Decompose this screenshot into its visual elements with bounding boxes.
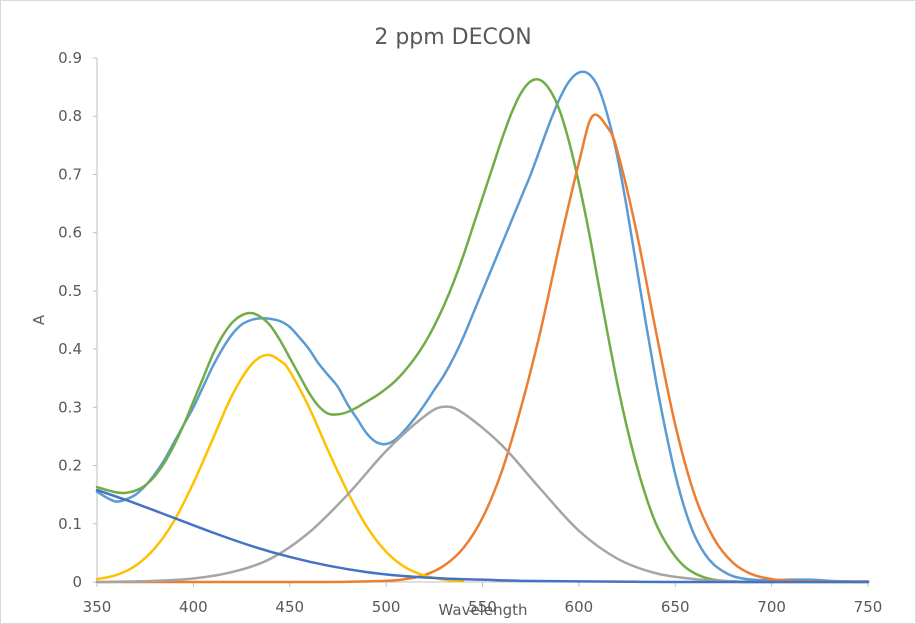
- chart-title: 2 ppm DECON: [374, 25, 531, 50]
- y-tick-label: 0.5: [58, 282, 82, 300]
- x-tick-label: 350: [83, 598, 112, 616]
- y-axis-label: A: [30, 314, 48, 325]
- y-tick-label: 0.7: [58, 165, 82, 183]
- series-line-1: [95, 78, 870, 584]
- axes: 0 0.1 0.2 0.3 0.4 0.5 0.6 0.7 0.8 0.9 350 400 450 500…: [58, 49, 882, 616]
- series-group: [95, 70, 870, 584]
- y-tick-label: 0.8: [58, 107, 82, 125]
- x-tick-label: 600: [565, 598, 594, 616]
- x-tick-label: 400: [179, 598, 208, 616]
- x-tick-label: 450: [275, 598, 304, 616]
- series-line-2: [95, 113, 870, 584]
- series-line-3: [95, 353, 465, 583]
- y-tick-label: 0: [72, 573, 82, 591]
- y-tick-label: 0.2: [58, 457, 82, 475]
- x-tick-label: 550: [468, 598, 497, 616]
- x-tick-label: 500: [372, 598, 401, 616]
- x-tick-label: 700: [757, 598, 786, 616]
- y-tick-label: 0.3: [58, 398, 82, 416]
- series-line-0: [95, 70, 870, 583]
- series-line-4: [95, 405, 773, 584]
- y-tick-label: 0.9: [58, 49, 82, 67]
- series-line-5: [95, 488, 870, 584]
- x-tick-label: 650: [661, 598, 690, 616]
- x-axis-label: Wavelength: [439, 601, 528, 619]
- y-tick-label: 0.4: [58, 340, 82, 358]
- y-tick-label: 0.1: [58, 515, 82, 533]
- y-tick-label: 0.6: [58, 224, 82, 242]
- x-tick-label: 750: [854, 598, 883, 616]
